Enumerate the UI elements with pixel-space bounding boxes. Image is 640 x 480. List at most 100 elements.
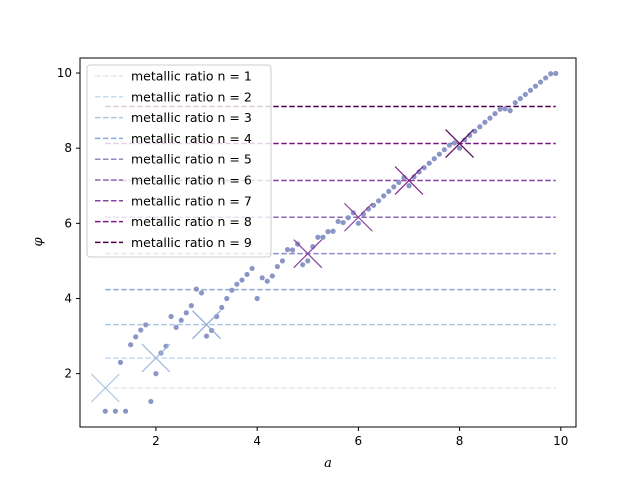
scatter-point	[340, 219, 346, 226]
legend-label: metallic ratio n = 7	[131, 193, 252, 208]
scatter-point	[249, 265, 255, 272]
scatter-point	[259, 275, 265, 281]
scatter-point	[203, 333, 210, 339]
scatter-point	[411, 174, 417, 180]
scatter-point	[198, 290, 205, 296]
scatter-point	[477, 124, 483, 130]
x-tick-label: 6	[355, 434, 363, 448]
scatter-point	[436, 151, 442, 157]
marker-x-n6	[343, 202, 373, 232]
scatter-point	[456, 145, 463, 151]
legend: metallic ratio n = 1 metallic ratio n = 2…	[86, 64, 272, 258]
scatter-point	[497, 106, 503, 112]
scatter-point	[492, 111, 498, 117]
legend-label: metallic ratio n = 2	[131, 89, 252, 104]
scatter-point	[512, 100, 518, 106]
scatter-point	[502, 106, 508, 112]
scatter-point	[315, 234, 321, 240]
legend-item-n8: metallic ratio n = 8	[95, 214, 252, 229]
legend-item-n6: metallic ratio n = 6	[95, 173, 252, 188]
y-tick-label: 8	[64, 141, 72, 155]
scatter-point	[284, 247, 291, 253]
legend-item-n3: metallic ratio n = 3	[95, 110, 252, 125]
scatter-point	[117, 359, 124, 365]
scatter-point	[543, 75, 549, 81]
y-tick-label: 6	[64, 216, 72, 230]
scatter-point	[446, 142, 453, 148]
scatter-point	[300, 262, 306, 268]
scatter-point	[345, 215, 351, 221]
scatter-point	[188, 303, 194, 309]
legend-label: metallic ratio n = 5	[131, 152, 252, 167]
scatter-point	[386, 188, 392, 194]
legend-item-n7: metallic ratio n = 7	[95, 193, 252, 208]
legend-item-n9: metallic ratio n = 9	[95, 235, 252, 250]
marker-x-n2	[141, 343, 171, 373]
x-tick-label: 8	[456, 434, 464, 448]
scatter-point	[462, 137, 468, 143]
scatter-point	[148, 398, 154, 405]
scatter-point	[517, 95, 523, 102]
scatter-point	[112, 408, 119, 414]
scatter-point	[330, 228, 336, 234]
scatter-point	[487, 115, 493, 121]
scatter-point	[128, 342, 134, 348]
scatter-point	[168, 313, 174, 320]
scatter-point	[254, 295, 260, 302]
scatter-point	[153, 371, 159, 377]
scatter-point	[244, 271, 250, 278]
legend-item-n1: metallic ratio n = 1	[95, 69, 252, 84]
scatter-point	[219, 304, 225, 311]
scatter-point	[138, 327, 144, 333]
scatter-point	[537, 79, 544, 85]
scatter-point	[305, 258, 311, 264]
scatter-point	[396, 179, 402, 185]
legend-box	[86, 64, 272, 258]
scatter-point	[548, 71, 554, 77]
scatter-point	[527, 87, 534, 93]
scatter-point	[133, 334, 139, 340]
scatter-point	[426, 160, 432, 166]
scatter-point	[391, 184, 397, 190]
scatter-point	[122, 408, 129, 414]
scatter-point	[269, 273, 275, 279]
marker-x-n3	[192, 310, 221, 340]
marker-x-n5	[293, 239, 323, 269]
x-tick-label: 2	[152, 434, 160, 448]
x-axis-ticks: 2 4 6 8 10	[152, 427, 568, 448]
scatter-point	[482, 119, 488, 125]
scatter-point	[143, 322, 149, 328]
scatter-point	[381, 193, 387, 199]
scatter-point	[355, 220, 361, 226]
scatter-point	[325, 229, 331, 235]
legend-label: metallic ratio n = 3	[131, 110, 252, 125]
scatter-point	[320, 234, 326, 240]
scatter-point	[102, 408, 108, 414]
scatter-point	[178, 317, 184, 323]
plot-frame	[79, 57, 577, 428]
scatter-point	[416, 169, 422, 175]
scatter-point	[274, 263, 280, 270]
scatter-point	[264, 278, 270, 284]
highlight-markers-layer	[90, 129, 475, 403]
y-tick-label: 2	[64, 367, 72, 381]
scatter-point	[335, 218, 341, 225]
marker-x-n8	[445, 129, 475, 158]
scatter-point	[173, 324, 179, 331]
scatter-point	[507, 108, 513, 114]
y-tick-label: 10	[57, 66, 72, 80]
marker-x-n7	[394, 166, 424, 195]
legend-item-n4: metallic ratio n = 4	[95, 131, 252, 146]
y-axis-label: φ	[31, 237, 46, 247]
scatter-point	[441, 147, 448, 153]
legend-label: metallic ratio n = 9	[131, 235, 252, 250]
scatter-point	[224, 295, 230, 302]
scatter-point	[376, 198, 382, 204]
x-axis-label: a	[324, 456, 332, 471]
scatter-point	[193, 286, 200, 292]
x-tick-label: 4	[253, 434, 261, 448]
legend-item-n5: metallic ratio n = 5	[95, 152, 252, 167]
x-tick-label: 10	[553, 434, 568, 448]
scatter-point	[431, 156, 437, 162]
scatter-point	[239, 277, 245, 283]
